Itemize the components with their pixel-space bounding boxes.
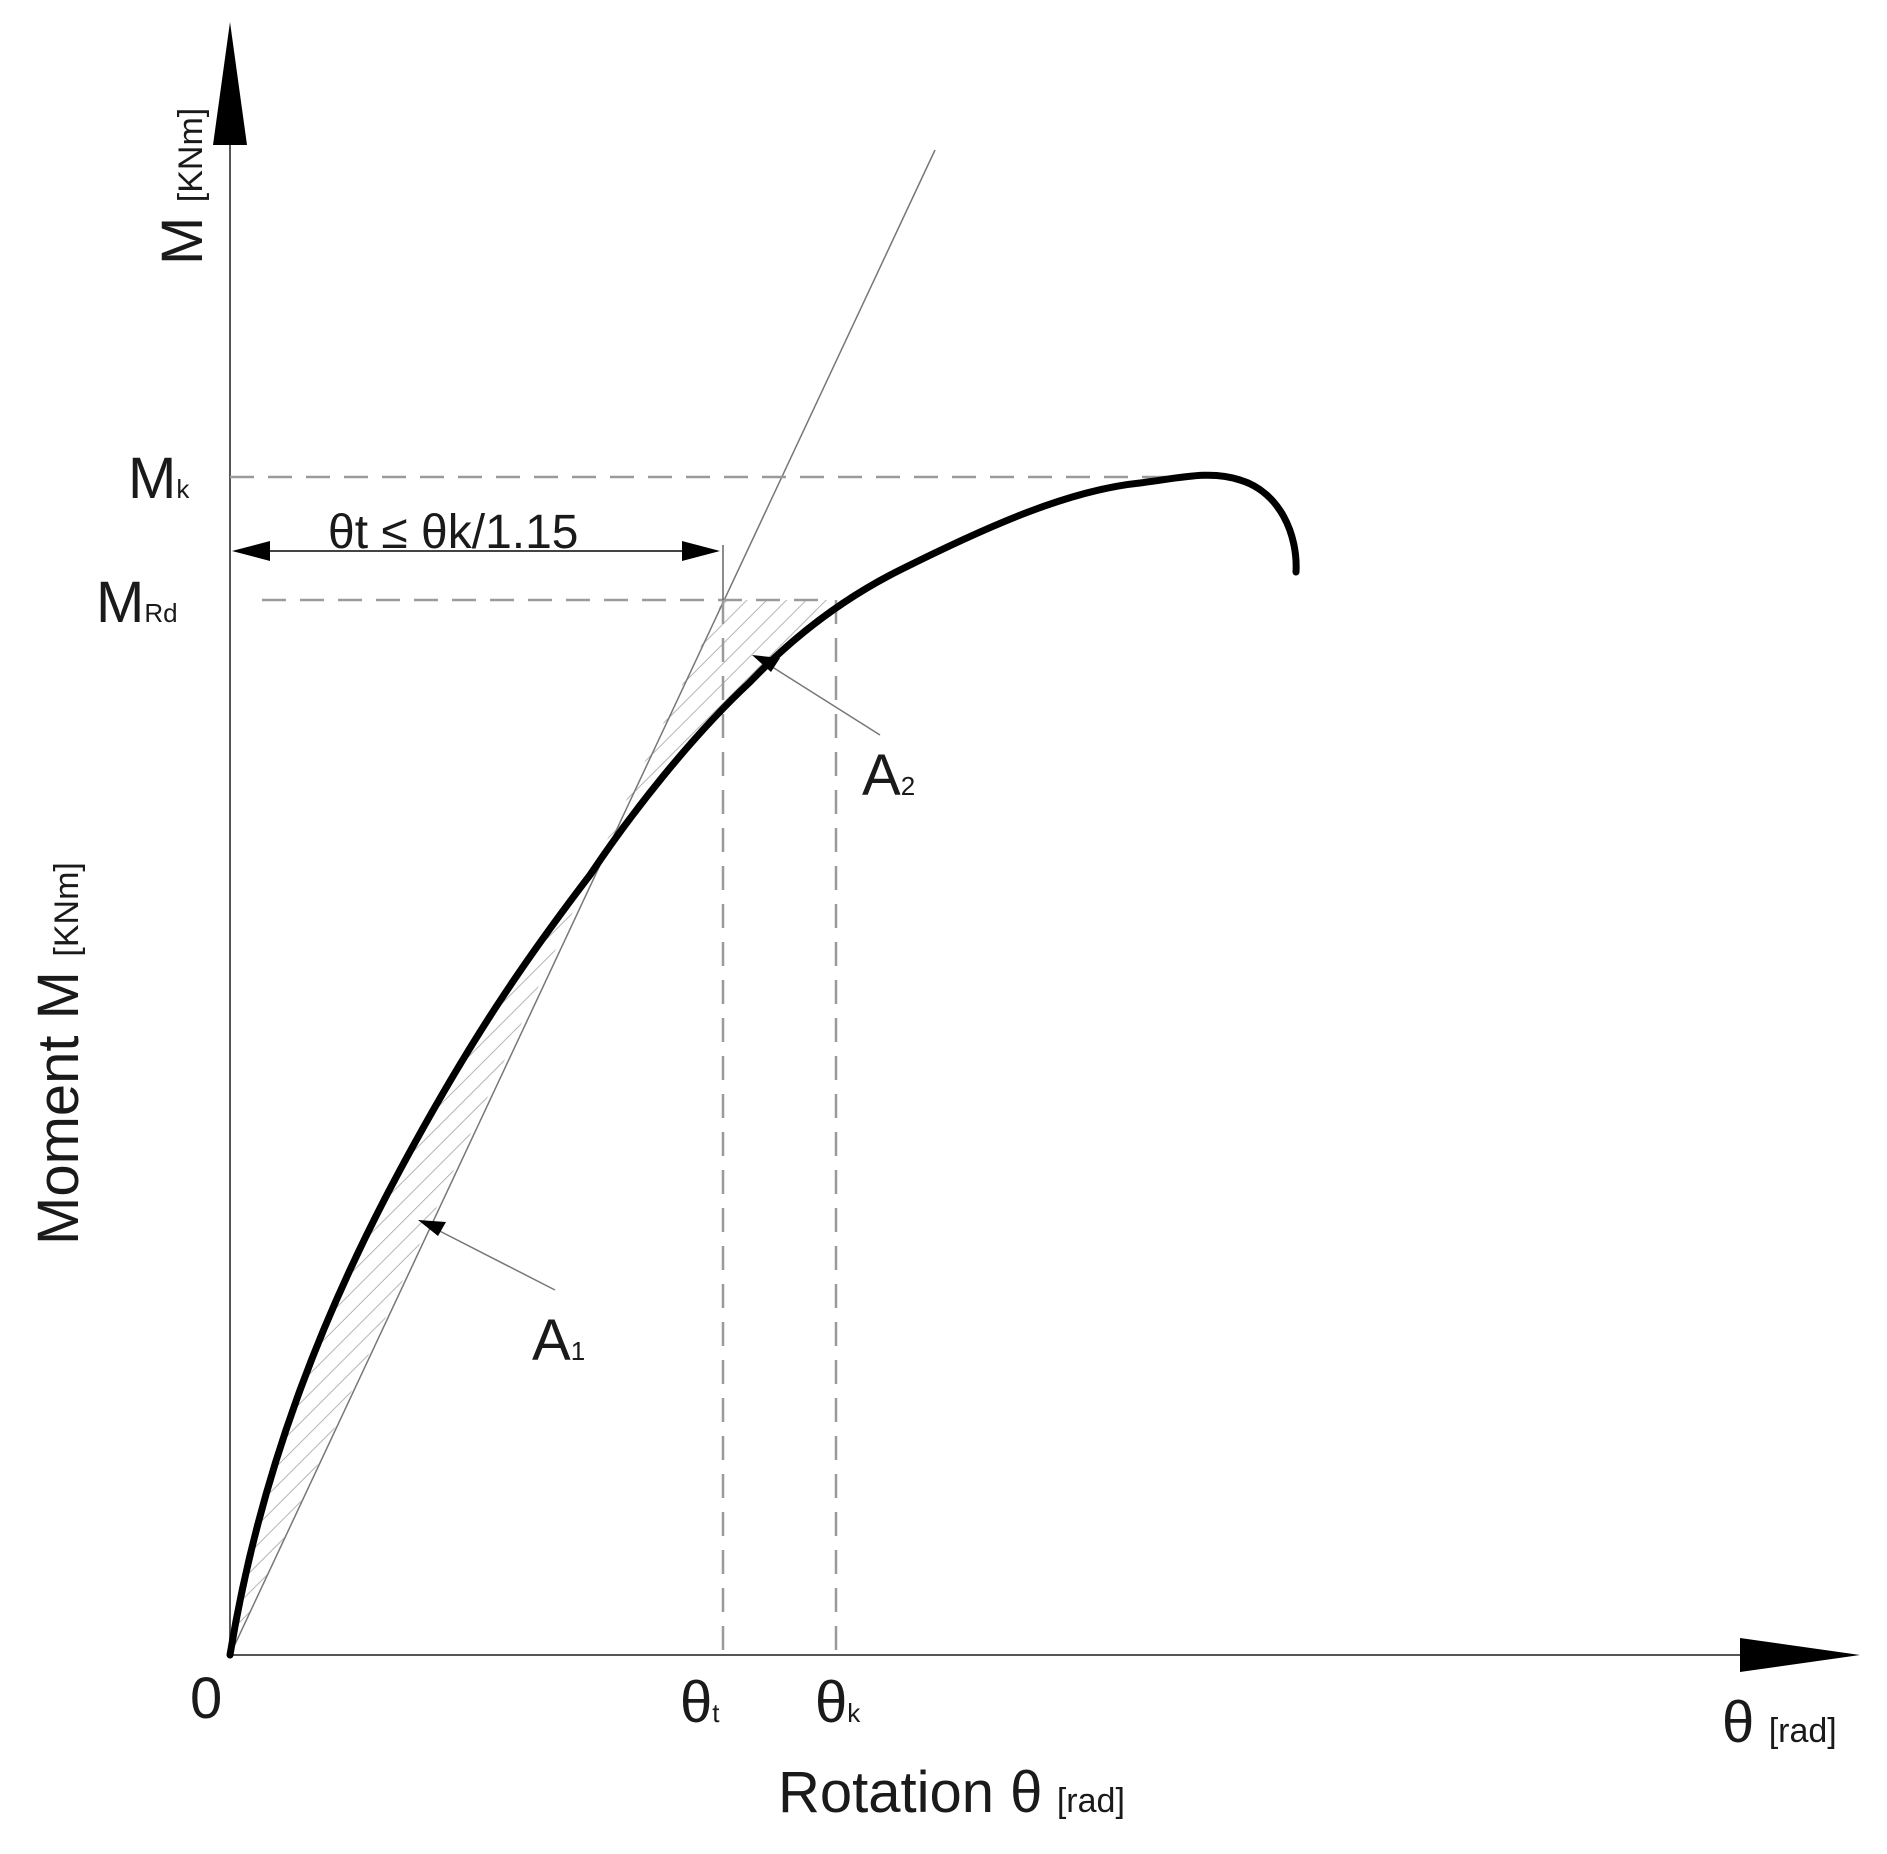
y-axis-top-label: M [KNm] bbox=[150, 108, 215, 265]
theta-k-label-main: θ bbox=[815, 1670, 847, 1735]
x-axis-bottom-label-unit: [rad] bbox=[1057, 1782, 1125, 1820]
x-axis-bottom-label-main: Rotation θ bbox=[778, 1760, 1042, 1825]
a1-label: A1 bbox=[532, 1308, 585, 1373]
mrd-label-sub: Rd bbox=[144, 598, 177, 628]
a1-label-sub: 1 bbox=[571, 1336, 585, 1366]
mk-label-main: M bbox=[128, 446, 176, 511]
a2-label-sub: 2 bbox=[901, 771, 915, 801]
a2-label: A2 bbox=[862, 743, 915, 808]
criterion-label: θt ≤ θk/1.15 bbox=[328, 506, 579, 559]
theta-t-label-main: θ bbox=[680, 1670, 712, 1735]
x-axis-end-label-unit: [rad] bbox=[1769, 1712, 1837, 1750]
y-axis-top-label-main: M bbox=[150, 217, 215, 265]
y-axis-side-label: Moment M [KNm] bbox=[26, 862, 91, 1245]
x-axis-end-label: θ [rad] bbox=[1722, 1690, 1837, 1755]
mk-label-sub: k bbox=[176, 474, 190, 504]
mk-label: Mk bbox=[128, 446, 190, 511]
y-axis-side-label-main: Moment M bbox=[26, 971, 91, 1245]
y-axis-top-label-unit: [KNm] bbox=[172, 108, 210, 202]
x-axis-bottom-label: Rotation θ [rad] bbox=[778, 1760, 1125, 1825]
a2-leader-arrowhead bbox=[752, 655, 780, 672]
criterion-arrow-right bbox=[682, 541, 720, 561]
mrd-label: MRd bbox=[96, 570, 178, 635]
criterion-arrow-left bbox=[232, 541, 270, 561]
secant-line bbox=[229, 149, 936, 1656]
origin-label: 0 bbox=[190, 1666, 222, 1731]
mrd-label-main: M bbox=[96, 570, 144, 635]
y-axis-arrowhead bbox=[213, 22, 247, 145]
area-a2-hatch bbox=[590, 600, 832, 875]
a1-leader-line bbox=[421, 1221, 556, 1291]
area-a1-hatch bbox=[230, 875, 590, 1655]
theta-t-label-sub: t bbox=[712, 1698, 720, 1728]
moment-rotation-curve bbox=[226, 471, 1300, 1659]
theta-t-label: θt bbox=[680, 1670, 720, 1735]
x-axis-arrowhead bbox=[1740, 1638, 1860, 1672]
a1-leader-arrowhead bbox=[418, 1220, 446, 1236]
a2-leader-line bbox=[757, 657, 881, 736]
x-axis-end-label-main: θ bbox=[1722, 1690, 1754, 1755]
y-axis-side-label-unit: [KNm] bbox=[48, 862, 86, 956]
a1-label-main: A bbox=[532, 1308, 571, 1373]
theta-k-label: θk bbox=[815, 1670, 861, 1735]
theta-k-label-sub: k bbox=[847, 1698, 861, 1728]
a2-label-main: A bbox=[862, 743, 901, 808]
